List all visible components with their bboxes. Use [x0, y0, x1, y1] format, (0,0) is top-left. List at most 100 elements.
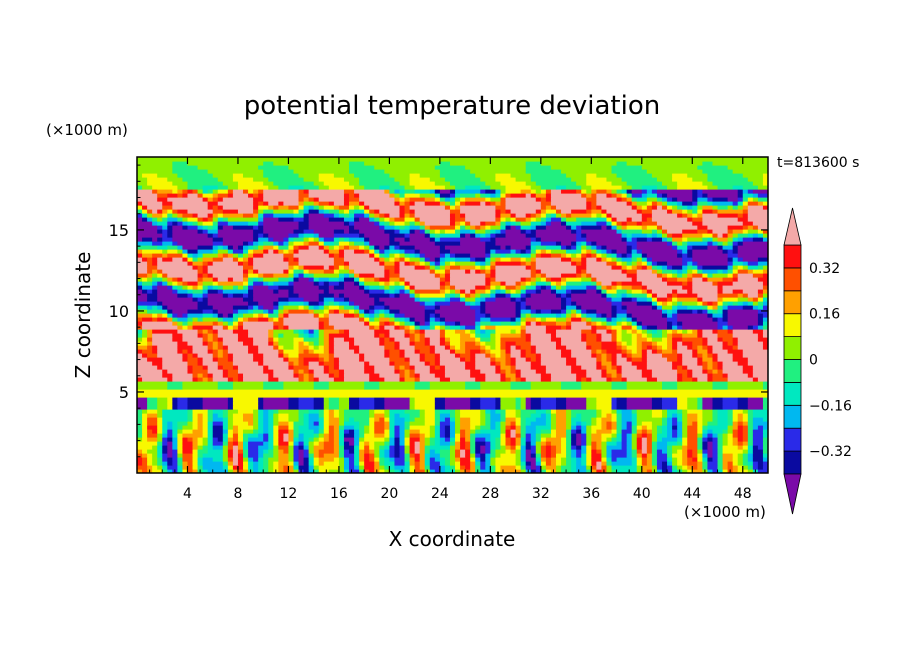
- field-cell: [530, 337, 552, 342]
- field-cell: [248, 281, 254, 286]
- field-cell: [465, 429, 471, 434]
- field-cell: [697, 229, 709, 234]
- field-cell: [308, 309, 315, 314]
- field-cell: [384, 249, 391, 254]
- field-cell: [616, 457, 633, 462]
- field-cell: [722, 365, 744, 370]
- field-cell: [702, 273, 709, 278]
- field-cell: [747, 453, 754, 458]
- field-cell: [202, 425, 209, 430]
- field-cell: [197, 417, 204, 422]
- field-cell: [717, 205, 729, 210]
- field-cell: [429, 325, 436, 330]
- field-cell: [490, 361, 497, 366]
- field-cell: [288, 281, 295, 286]
- field-cell: [626, 401, 653, 406]
- field-cell: [212, 357, 219, 362]
- field-cell: [535, 285, 542, 290]
- field-cell: [384, 257, 391, 262]
- field-cell: [677, 277, 688, 282]
- field-cell: [323, 209, 330, 214]
- field-cell: [631, 329, 638, 334]
- field-cell: [439, 377, 451, 382]
- field-cell: [641, 257, 648, 262]
- field-cell: [651, 453, 658, 458]
- field-cell: [449, 409, 456, 414]
- field-cell: [258, 273, 264, 278]
- field-cell: [369, 293, 390, 298]
- field-cell: [444, 293, 451, 298]
- field-cell: [449, 213, 456, 218]
- field-cell: [525, 421, 532, 426]
- field-cell: [328, 309, 335, 314]
- field-cell: [409, 253, 416, 258]
- field-cell: [419, 329, 426, 334]
- field-cell: [697, 269, 703, 274]
- field-cell: [338, 397, 350, 402]
- field-cell: [550, 213, 557, 218]
- field-cell: [338, 445, 345, 450]
- field-cell: [162, 249, 168, 254]
- field-cell: [672, 297, 678, 302]
- field-cell: [757, 445, 764, 450]
- field-cell: [561, 209, 572, 214]
- field-cell: [328, 289, 365, 294]
- field-cell: [631, 337, 638, 342]
- field-cell: [207, 417, 214, 422]
- field-cell: [172, 285, 178, 290]
- field-cell: [167, 273, 199, 278]
- field-cell: [641, 281, 668, 286]
- field-cell: [636, 437, 643, 442]
- field-cell: [515, 461, 522, 466]
- field-cell: [561, 277, 567, 282]
- field-cell: [717, 269, 724, 274]
- field-cell: [187, 401, 204, 406]
- field-cell: [687, 345, 693, 350]
- field-cell: [263, 401, 290, 406]
- field-cell: [237, 449, 244, 454]
- field-cell: [273, 301, 279, 306]
- field-cell: [359, 425, 365, 430]
- field-cell: [520, 465, 527, 470]
- field-cell: [172, 453, 178, 458]
- field-cell: [667, 425, 673, 430]
- field-cell: [727, 241, 734, 246]
- field-cell: [601, 321, 608, 326]
- field-cell: [510, 317, 517, 322]
- field-cell: [197, 333, 204, 338]
- field-cell: [137, 341, 148, 346]
- field-cell: [601, 457, 608, 462]
- field-cell: [677, 213, 683, 218]
- field-cell: [182, 457, 194, 462]
- field-cell: [707, 301, 714, 306]
- field-cell: [566, 321, 572, 326]
- field-cell: [757, 461, 764, 466]
- field-cell: [389, 353, 401, 358]
- field-cell: [672, 197, 678, 202]
- field-cell: [237, 313, 244, 318]
- field-cell: [515, 321, 522, 326]
- field-cell: [147, 329, 153, 334]
- field-cell: [616, 357, 628, 362]
- field-cell: [667, 237, 673, 242]
- field-cell: [611, 293, 618, 298]
- field-cell: [682, 373, 688, 378]
- field-cell: [616, 369, 623, 374]
- field-cell: [596, 349, 603, 354]
- field-cell: [646, 353, 663, 358]
- field-cell: [253, 201, 259, 206]
- field-cell: [364, 233, 390, 238]
- field-cell: [278, 217, 295, 222]
- field-cell: [697, 353, 703, 358]
- field-cell: [222, 225, 234, 230]
- field-cell: [717, 417, 729, 422]
- field-cell: [641, 421, 653, 426]
- field-cell: [561, 465, 572, 470]
- field-cell: [434, 257, 441, 262]
- field-cell: [682, 433, 688, 438]
- field-cell: [202, 289, 209, 294]
- field-cell: [384, 445, 391, 450]
- field-cell: [626, 305, 653, 310]
- field-cell: [419, 445, 426, 450]
- field-cell: [187, 217, 199, 222]
